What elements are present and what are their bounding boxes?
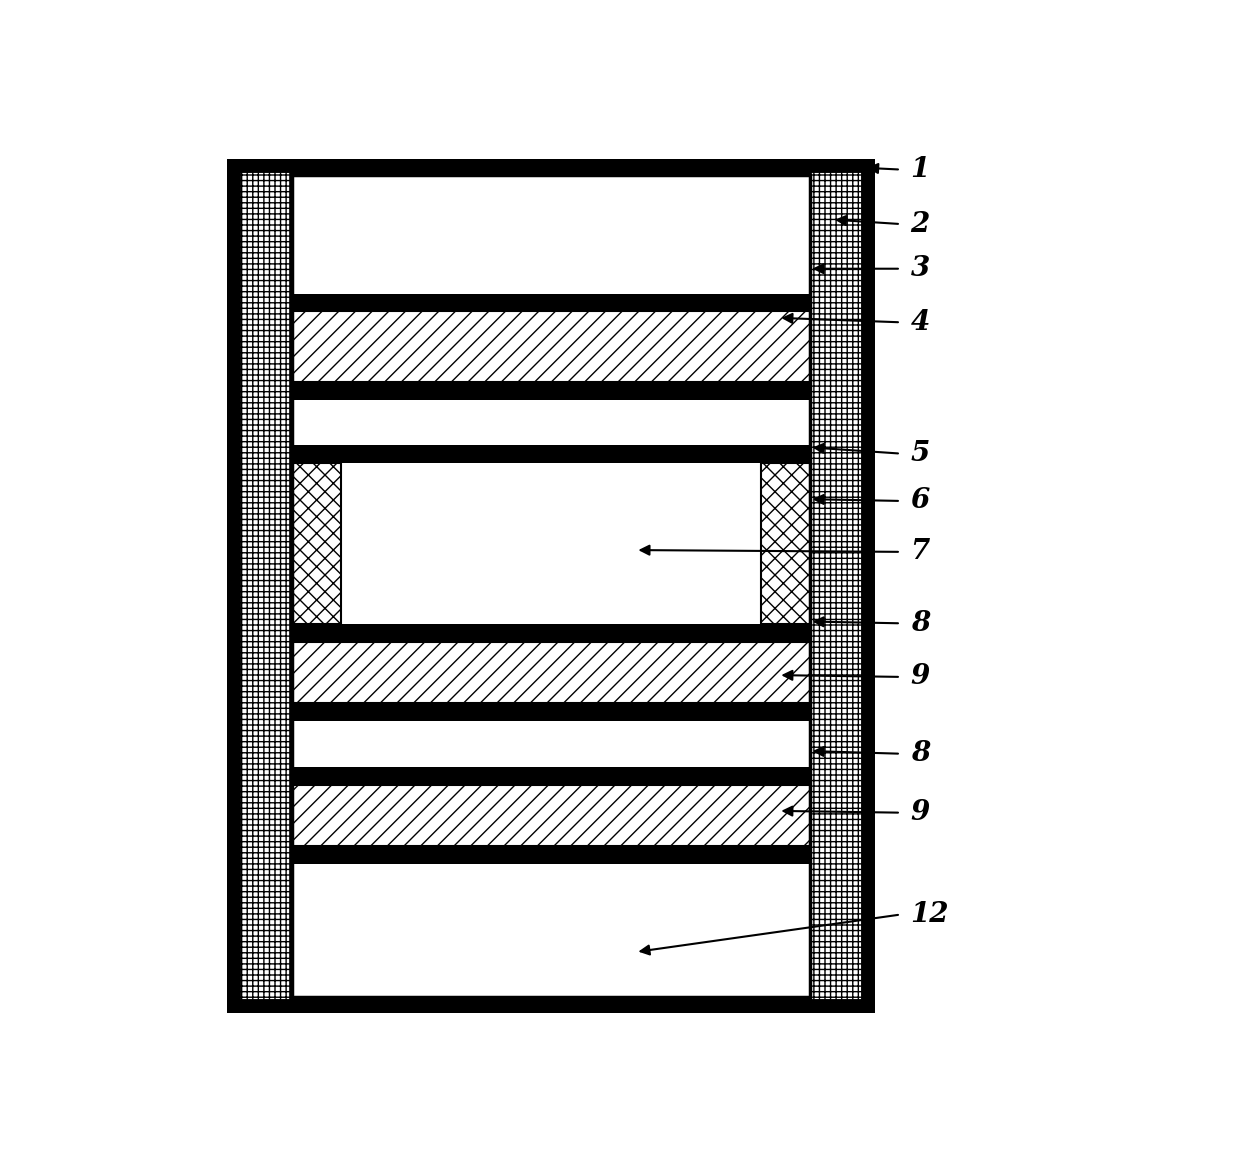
Bar — [291, 641, 810, 703]
Bar — [811, 168, 866, 1003]
Bar — [291, 445, 810, 463]
Bar — [291, 175, 810, 996]
Bar — [236, 168, 290, 1003]
Bar — [291, 295, 810, 311]
Bar — [291, 175, 810, 996]
Bar — [291, 767, 810, 784]
Bar — [291, 382, 810, 400]
Bar — [233, 166, 868, 1006]
Text: 6: 6 — [910, 487, 930, 514]
Text: 8: 8 — [910, 740, 930, 767]
Text: 7: 7 — [910, 538, 930, 565]
Text: 2: 2 — [910, 211, 930, 238]
Bar — [291, 784, 810, 847]
Text: 4: 4 — [910, 309, 930, 335]
Bar — [291, 311, 810, 382]
Bar — [291, 703, 810, 722]
Text: 8: 8 — [910, 610, 930, 637]
Bar — [291, 847, 810, 864]
Text: 5: 5 — [910, 440, 930, 467]
Text: 3: 3 — [910, 255, 930, 282]
Bar — [760, 463, 810, 624]
Bar — [291, 463, 341, 624]
Bar — [233, 166, 868, 1006]
Bar — [291, 624, 810, 641]
Text: 1: 1 — [910, 157, 930, 183]
Text: 9: 9 — [910, 799, 930, 826]
Text: 12: 12 — [910, 901, 949, 928]
Text: 9: 9 — [910, 664, 930, 690]
